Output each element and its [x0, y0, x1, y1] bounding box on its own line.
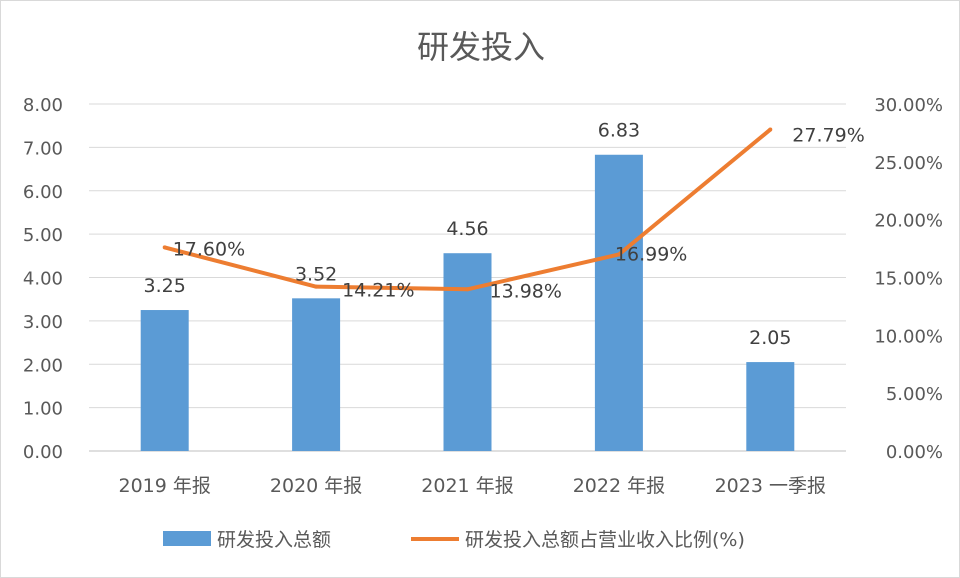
bar-data-label: 3.52 [295, 263, 337, 285]
y-left-tick-label: 4.00 [23, 269, 63, 290]
y-left-tick-label: 5.00 [23, 225, 63, 246]
y-right-tick-label: 0.00% [886, 442, 943, 463]
bar [746, 362, 795, 451]
line-point [162, 245, 167, 250]
chart-title: 研发投入 [417, 28, 545, 66]
y-left-tick-label: 3.00 [23, 312, 63, 333]
x-tick-label: 2023 一季报 [715, 475, 826, 497]
bar-data-label: 2.05 [749, 327, 791, 349]
y-left-tick-label: 2.00 [23, 355, 63, 376]
y-right-tick-label: 15.00% [874, 269, 943, 290]
bar-data-label: 3.25 [144, 275, 186, 297]
bar [292, 298, 341, 451]
legend-bar-label: 研发投入总额 [217, 529, 331, 551]
legend-bar-swatch [163, 531, 211, 546]
bar [443, 253, 492, 451]
bar [594, 154, 643, 451]
y-left-tick-label: 7.00 [23, 138, 63, 159]
line-data-label: 14.21% [342, 280, 414, 302]
y-right-tick-label: 25.00% [874, 153, 943, 174]
line-point [768, 127, 773, 132]
y-left-tick-label: 8.00 [23, 95, 63, 116]
y-right-tick-label: 10.00% [874, 326, 943, 347]
y-left-tick-label: 0.00 [23, 442, 63, 463]
x-tick-label: 2020 年报 [270, 475, 362, 497]
bar [140, 310, 189, 451]
line-point [314, 284, 319, 289]
line-point [616, 252, 621, 257]
line-point [465, 287, 470, 292]
y-left-tick-label: 6.00 [23, 182, 63, 203]
x-tick-label: 2021 年报 [421, 475, 513, 497]
x-tick-label: 2022 年报 [573, 475, 665, 497]
line-data-label: 16.99% [615, 243, 687, 265]
legend-line-label: 研发投入总额占营业收入比例(%) [465, 529, 745, 551]
line-data-label: 17.60% [173, 238, 245, 260]
x-tick-label: 2019 年报 [118, 475, 210, 497]
bar-data-label: 6.83 [598, 120, 640, 142]
line-data-label: 27.79% [792, 125, 864, 147]
y-right-tick-label: 5.00% [886, 384, 943, 405]
y-left-tick-label: 1.00 [23, 399, 63, 420]
y-right-tick-label: 30.00% [874, 95, 943, 116]
bar-data-label: 4.56 [446, 218, 488, 240]
line-data-label: 13.98% [490, 280, 562, 302]
y-right-tick-label: 20.00% [874, 211, 943, 232]
